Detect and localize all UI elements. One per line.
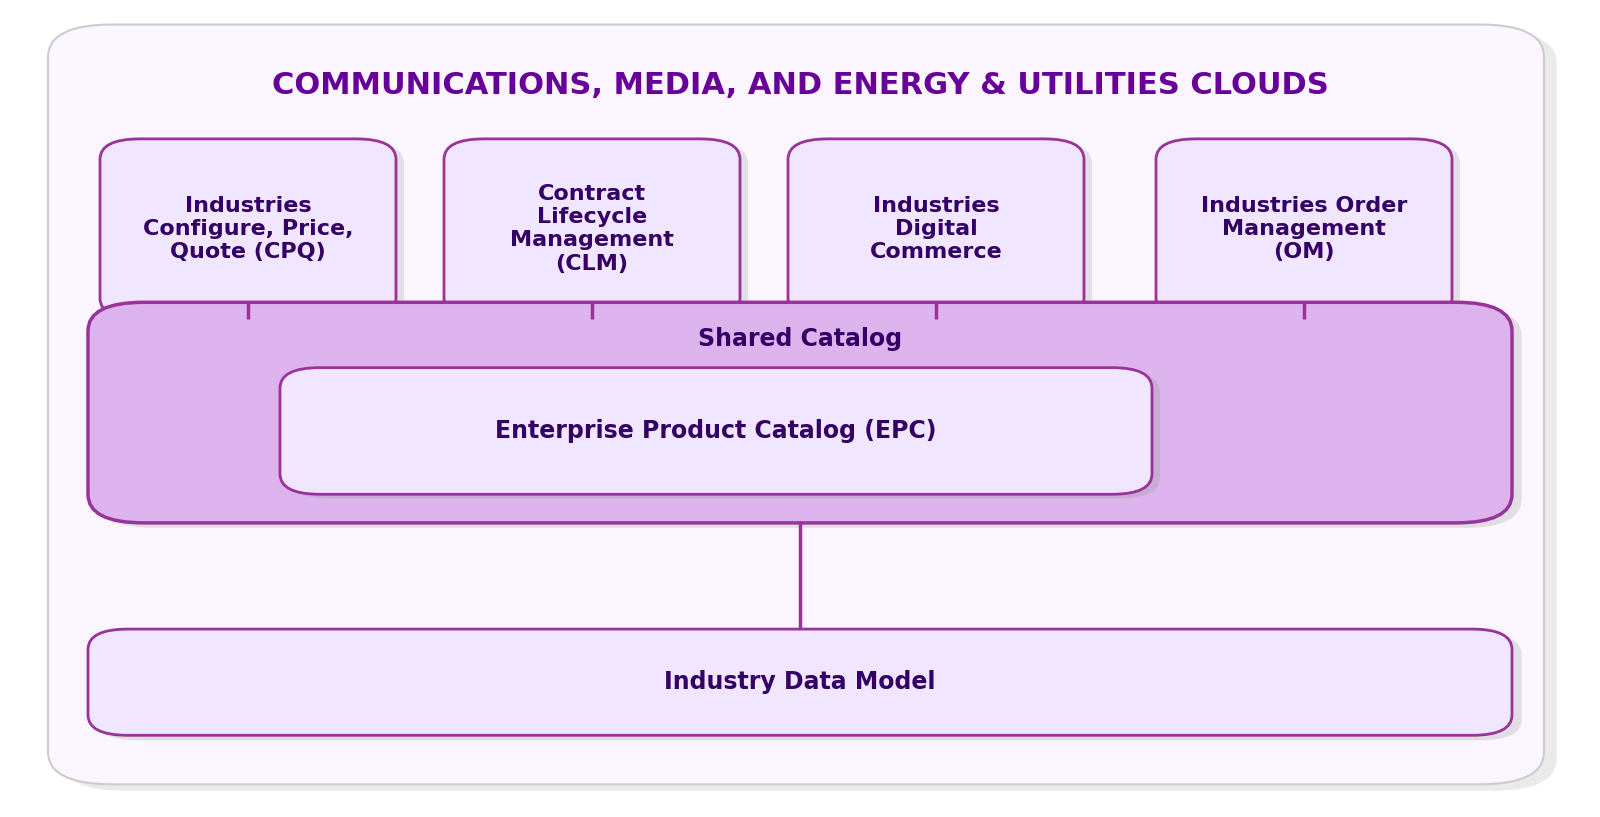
Text: Enterprise Product Catalog (EPC): Enterprise Product Catalog (EPC) bbox=[496, 419, 936, 443]
FancyBboxPatch shape bbox=[443, 139, 739, 319]
FancyBboxPatch shape bbox=[787, 139, 1085, 319]
Text: Contract
Lifecycle
Management
(CLM): Contract Lifecycle Management (CLM) bbox=[510, 184, 674, 274]
Text: COMMUNICATIONS, MEDIA, AND ENERGY & UTILITIES CLOUDS: COMMUNICATIONS, MEDIA, AND ENERGY & UTIL… bbox=[272, 71, 1328, 100]
FancyBboxPatch shape bbox=[451, 143, 749, 323]
FancyBboxPatch shape bbox=[795, 143, 1091, 323]
FancyBboxPatch shape bbox=[1155, 139, 1453, 319]
Text: Industry Data Model: Industry Data Model bbox=[664, 670, 936, 694]
Text: Industries Order
Management
(OM): Industries Order Management (OM) bbox=[1202, 195, 1406, 262]
FancyBboxPatch shape bbox=[98, 307, 1522, 528]
FancyBboxPatch shape bbox=[1163, 143, 1459, 323]
FancyBboxPatch shape bbox=[48, 25, 1544, 784]
FancyBboxPatch shape bbox=[288, 372, 1160, 498]
FancyBboxPatch shape bbox=[109, 143, 403, 323]
Text: Industries
Digital
Commerce: Industries Digital Commerce bbox=[870, 195, 1002, 262]
FancyBboxPatch shape bbox=[61, 31, 1557, 791]
FancyBboxPatch shape bbox=[280, 368, 1152, 494]
FancyBboxPatch shape bbox=[88, 629, 1512, 735]
Text: Shared Catalog: Shared Catalog bbox=[698, 327, 902, 351]
Text: Industries
Configure, Price,
Quote (CPQ): Industries Configure, Price, Quote (CPQ) bbox=[142, 195, 354, 262]
FancyBboxPatch shape bbox=[99, 139, 397, 319]
FancyBboxPatch shape bbox=[98, 634, 1522, 740]
FancyBboxPatch shape bbox=[88, 302, 1512, 523]
